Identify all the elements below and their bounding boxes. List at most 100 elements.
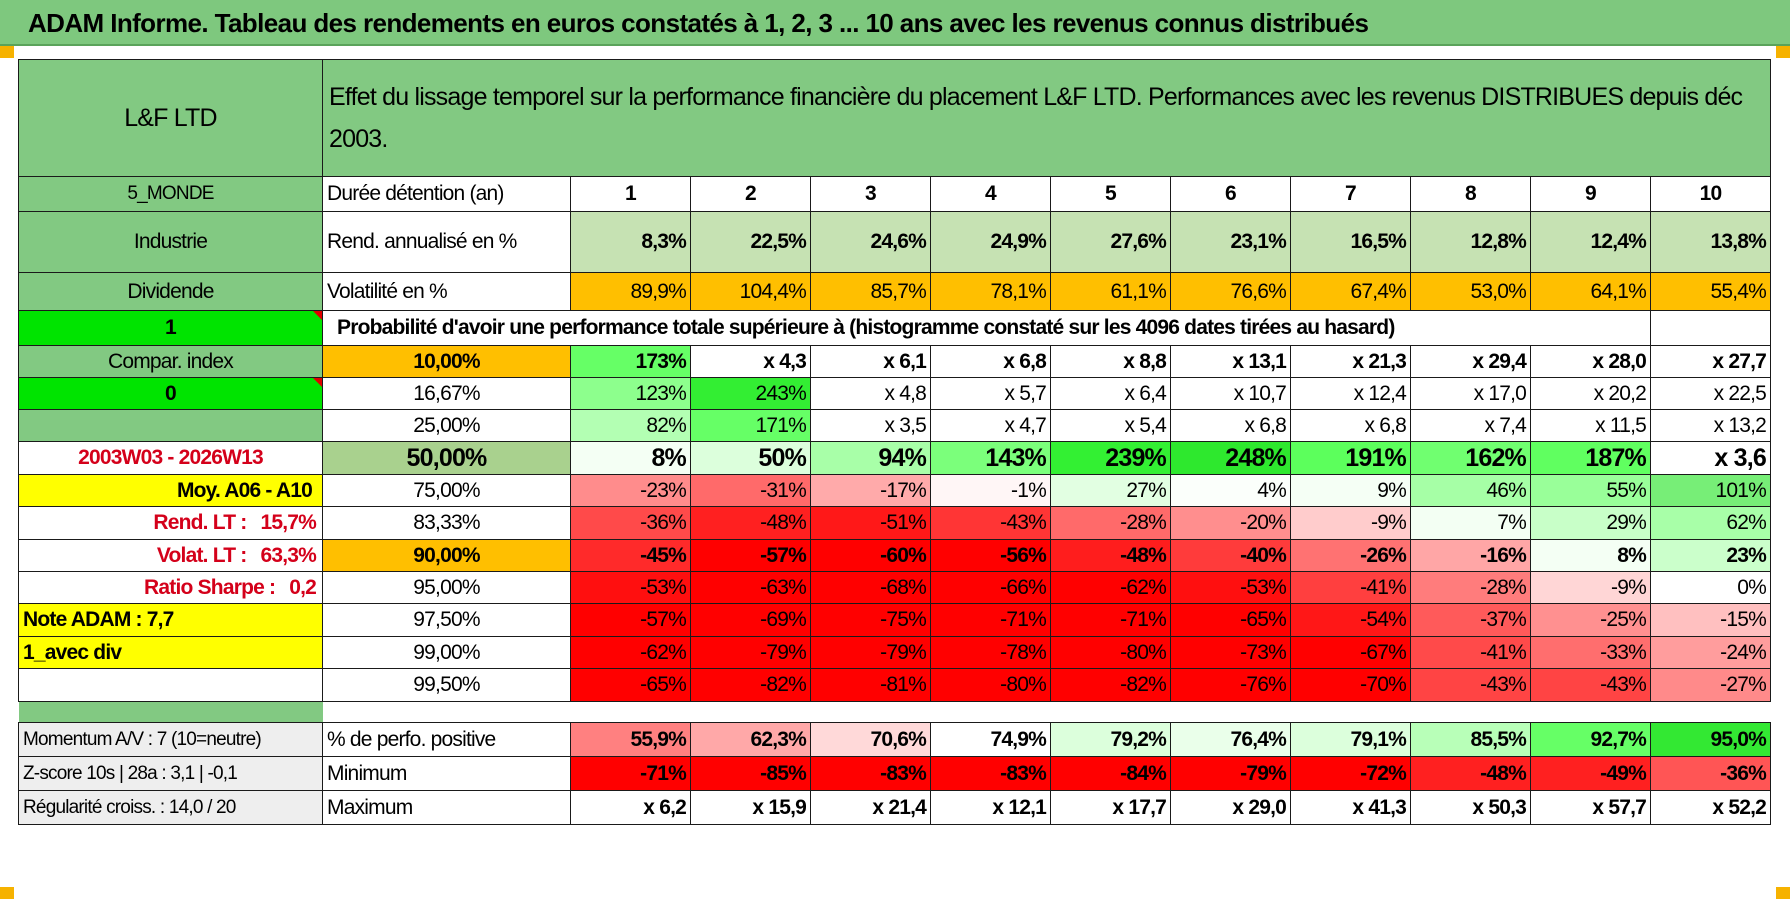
- sharpe-cell-value: 0,2: [289, 575, 317, 599]
- percentile-value-cell: 8%: [570, 441, 691, 475]
- percentile-value-cell: -25%: [1530, 603, 1651, 637]
- percentile-value-cell: x 4,3: [690, 345, 811, 378]
- min-row-value-cell: -79%: [1170, 756, 1291, 791]
- year-header-cell: 6: [1170, 176, 1291, 212]
- min-row-value-cell: -83%: [930, 756, 1051, 791]
- perfo-row-value-cell: 74,9%: [930, 722, 1051, 757]
- perfo-row: Momentum A/V : 7 (10=neutre)% de perfo. …: [18, 722, 1771, 757]
- percentile-label-cell: 90,00%: [322, 539, 571, 572]
- rend-cell: 13,8%: [1650, 211, 1771, 273]
- percentile-value-cell: 162%: [1410, 441, 1531, 475]
- percentile-value-cell: 7%: [1410, 506, 1531, 540]
- percentile-value-cell: x 17,0: [1410, 377, 1531, 410]
- empty-cell: [1650, 310, 1771, 346]
- percentile-label-cell: 99,00%: [322, 636, 571, 669]
- percentile-value-cell: x 6,4: [1050, 377, 1171, 410]
- percentile-value-cell: -62%: [570, 636, 691, 669]
- percentile-value-cell: 4%: [1170, 474, 1291, 507]
- min-row-value-cell: -85%: [690, 756, 811, 791]
- max-row-value-cell: x 6,2: [570, 790, 691, 825]
- sharpe-cell-label: Ratio Sharpe :: [144, 575, 276, 599]
- rend-lt-cell-label: Rend. LT :: [153, 511, 247, 534]
- rend-cell: 24,6%: [810, 211, 931, 273]
- percentile-value-cell: x 5,4: [1050, 409, 1171, 442]
- percentile-value-cell: -71%: [1050, 603, 1171, 637]
- period-cell: 2003W03 - 2026W13: [18, 441, 323, 475]
- percentile-value-cell: x 20,2: [1530, 377, 1651, 410]
- percentile-value-cell: -16%: [1410, 539, 1531, 572]
- percentile-value-cell: -1%: [930, 474, 1051, 507]
- min-row-value-cell: -48%: [1410, 756, 1531, 791]
- percentile-value-cell: -28%: [1050, 506, 1171, 540]
- percentile-value-cell: -40%: [1170, 539, 1291, 572]
- percentile-row: Compar. index 10,00% 173% x 4,3 x 6,1 x 6,8 x …: [18, 345, 1771, 378]
- percentile-row: 99,50% -65% -82% -81% -80% -82% -76% -70% -43% -4…: [18, 668, 1771, 702]
- percentile-value-cell: -78%: [930, 636, 1051, 669]
- percentile-value-cell: -23%: [570, 474, 691, 507]
- percentile-value-cell: -69%: [690, 603, 811, 637]
- percentile-value-cell: -51%: [810, 506, 931, 540]
- percentile-row: Volat. LT :63,3% 90,00% -45% -57% -60% -56% -4…: [18, 539, 1771, 572]
- percentile-value-cell: 46%: [1410, 474, 1531, 507]
- percentile-value-cell: -54%: [1290, 603, 1411, 637]
- proba-row: 1 Probabilité d'avoir une performance to…: [18, 310, 1771, 346]
- percentile-value-cell: x 21,3: [1290, 345, 1411, 378]
- perfo-row-label: % de perfo. positive: [322, 722, 571, 757]
- percentile-value-cell: -70%: [1290, 668, 1411, 702]
- vol-row: Dividende Volatilité en % 89,9% 104,4% 85,…: [18, 272, 1771, 311]
- percentile-value-cell: -43%: [1530, 668, 1651, 702]
- performance-table: L&F LTD Effet du lissage temporel sur la…: [18, 59, 1771, 825]
- rend-label: Rend. annualisé en %: [322, 211, 571, 273]
- percentile-value-cell: x 10,7: [1170, 377, 1291, 410]
- percentile-value-cell: 94%: [810, 441, 931, 475]
- percentile-value-cell: x 7,4: [1410, 409, 1531, 442]
- percentile-value-cell: x 28,0: [1530, 345, 1651, 378]
- percentile-value-cell: x 3,6: [1650, 441, 1771, 475]
- percentile-row: 1_avec div 99,00% -62% -79% -79% -78% -80% -73%…: [18, 636, 1771, 669]
- description-cell: Effet du lissage temporel sur la perform…: [322, 59, 1771, 177]
- fund-name-cell: L&F LTD: [18, 59, 323, 177]
- perfo-row-value-cell: 85,5%: [1410, 722, 1531, 757]
- percentile-value-cell: -41%: [1290, 571, 1411, 604]
- percentile-value-cell: 239%: [1050, 441, 1171, 475]
- year-header-cell: 2: [690, 176, 811, 212]
- max-row-left-cell: Régularité croiss. : 14,0 / 20: [18, 790, 323, 825]
- avec-div-cell: 1_avec div: [18, 636, 323, 669]
- percentile-value-cell: x 22,5: [1650, 377, 1771, 410]
- percentile-value-cell: -68%: [810, 571, 931, 604]
- perfo-row-value-cell: 79,2%: [1050, 722, 1171, 757]
- min-row: Z-score 10s | 28a : 3,1 | -0,1 Minimum -71…: [18, 756, 1771, 791]
- input-1-cell[interactable]: 1: [18, 310, 323, 346]
- percentile-label-cell: 97,50%: [322, 603, 571, 637]
- perfo-row-value-cell: 95,0%: [1650, 722, 1771, 757]
- year-header-cell: 8: [1410, 176, 1531, 212]
- percentile-value-cell: -57%: [690, 539, 811, 572]
- percentile-label-cell: 16,67%: [322, 377, 571, 410]
- percentile-value-cell: 29%: [1530, 506, 1651, 540]
- volat-lt-cell: Volat. LT : 63,3%: [18, 539, 323, 572]
- percentile-value-cell: 243%: [690, 377, 811, 410]
- percentile-value-cell: x 4,8: [810, 377, 931, 410]
- percentile-value-cell: -24%: [1650, 636, 1771, 669]
- percentile-value-cell: -57%: [570, 603, 691, 637]
- percentile-value-cell: x 3,5: [810, 409, 931, 442]
- perfo-row-value-cell: 62,3%: [690, 722, 811, 757]
- max-row-label: Maximum: [322, 790, 571, 825]
- input-0-cell[interactable]: 0: [18, 377, 323, 410]
- percentile-value-cell: -71%: [930, 603, 1051, 637]
- percentile-label-cell: 50,00%: [322, 441, 571, 475]
- percentile-value-cell: -36%: [570, 506, 691, 540]
- percentile-value-cell: 191%: [1290, 441, 1411, 475]
- percentile-label-cell: 10,00%: [322, 345, 571, 378]
- separator-cell: [323, 702, 1771, 723]
- percentile-value-cell: 23%: [1650, 539, 1771, 572]
- max-row-value-cell: x 57,7: [1530, 790, 1651, 825]
- max-row-value-cell: x 17,7: [1050, 790, 1171, 825]
- percentile-value-cell: x 13,1: [1170, 345, 1291, 378]
- report-title-bar: ADAM Informe. Tableau des rendements en …: [0, 0, 1790, 46]
- years-row: 5_MONDE Durée détention (an) 1 2 3 4 5 6 7 8 9 10: [18, 176, 1771, 212]
- percentile-value-cell: 173%: [570, 345, 691, 378]
- percentile-value-cell: x 27,7: [1650, 345, 1771, 378]
- perfo-row-value-cell: 70,6%: [810, 722, 931, 757]
- moy-cell: Moy. A06 - A10: [18, 474, 323, 507]
